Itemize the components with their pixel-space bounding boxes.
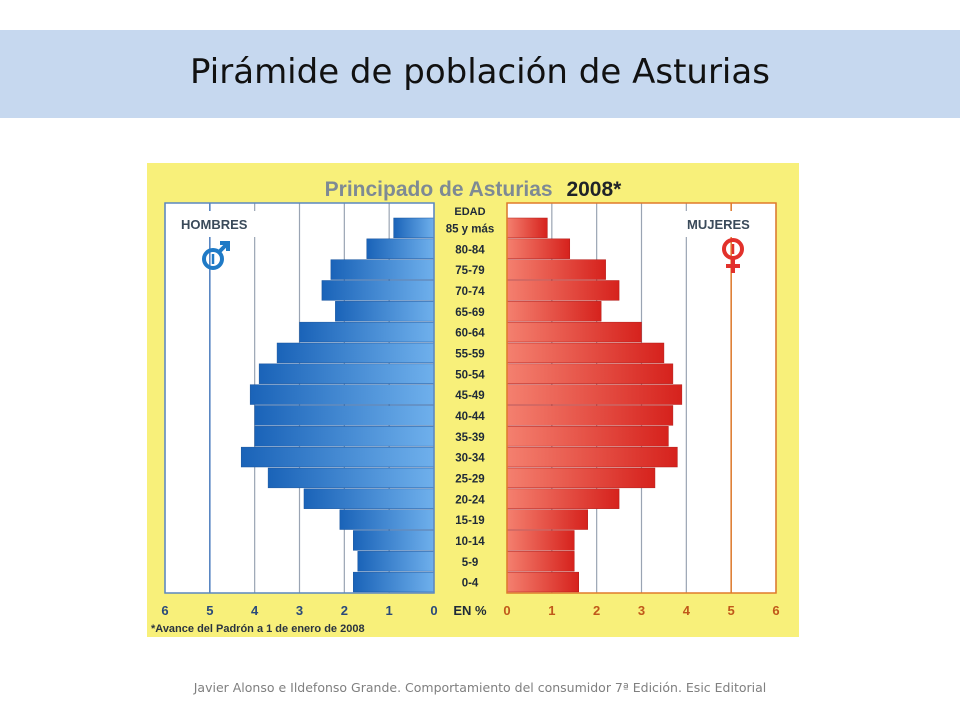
age-label: 25-29 <box>455 473 484 485</box>
chart-title: Principado de Asturias 2008* <box>325 178 623 201</box>
women-bar <box>506 405 674 426</box>
women-tick-label: 4 <box>683 603 691 618</box>
age-label: 0-4 <box>462 578 479 590</box>
unit-label: EN % <box>453 603 487 618</box>
age-axis-header: EDAD <box>454 206 485 218</box>
men-bar <box>276 342 435 364</box>
men-frame <box>164 202 435 594</box>
women-tick-label: 1 <box>548 603 555 618</box>
men-tick-label: 1 <box>386 603 393 618</box>
female-symbol-icon <box>722 238 744 273</box>
age-label: 10-14 <box>455 536 485 548</box>
chart-title-region: Principado de Asturias <box>325 178 553 201</box>
male-symbol-icon <box>202 241 230 270</box>
men-tick-label: 6 <box>161 603 168 618</box>
age-label: 55-59 <box>455 348 484 360</box>
women-tick-labels: 0 1 2 3 4 5 6 <box>503 603 779 618</box>
men-bar <box>258 363 435 384</box>
women-bar <box>506 488 620 509</box>
women-tick-label: 6 <box>772 603 779 618</box>
men-legend-label: HOMBRES <box>181 217 248 232</box>
age-labels: 85 y más 80-84 75-79 70-74 65-69 60-64 55-59 50… <box>446 223 495 589</box>
women-bar <box>506 384 683 405</box>
men-bar <box>357 551 435 572</box>
women-frame <box>506 202 777 594</box>
men-bar <box>240 446 435 468</box>
women-bar <box>506 301 602 322</box>
age-label: 40-44 <box>455 411 485 423</box>
women-tick-label: 3 <box>638 603 645 618</box>
men-tick-label: 3 <box>296 603 303 618</box>
men-bar <box>299 321 435 343</box>
pyramid-svg: HOMBRES MUJERES Principado de Asturias 2… <box>151 178 780 635</box>
women-legend-box <box>679 211 769 237</box>
men-bar <box>303 488 435 509</box>
women-tick-label: 2 <box>593 603 600 618</box>
men-bar <box>335 301 435 322</box>
age-label: 80-84 <box>455 244 485 256</box>
women-bar <box>506 426 669 447</box>
age-label: 65-69 <box>455 307 484 319</box>
slide-title: Pirámide de población de Asturias <box>190 52 770 92</box>
men-tick-label: 4 <box>251 603 259 618</box>
slide-footer: Javier Alonso e Ildefonso Grande. Compor… <box>193 680 767 695</box>
men-tick-labels: 6 5 4 3 2 1 0 <box>161 603 437 618</box>
men-bar <box>321 280 435 301</box>
men-bar <box>393 217 435 239</box>
age-label: 15-19 <box>455 515 484 527</box>
women-legend-label: MUJERES <box>687 217 750 232</box>
age-label: 45-49 <box>455 390 484 402</box>
women-bar <box>506 551 575 572</box>
women-bar <box>506 259 606 280</box>
women-bar <box>506 217 548 239</box>
women-bar <box>506 509 588 530</box>
men-bar <box>254 405 435 426</box>
women-bars <box>506 217 683 593</box>
women-tick-label: 0 <box>503 603 510 618</box>
women-bar <box>506 363 674 384</box>
women-bar <box>506 446 678 468</box>
women-bar <box>506 321 642 343</box>
age-label: 50-54 <box>455 369 485 381</box>
women-bar <box>506 467 656 489</box>
age-label: 35-39 <box>455 432 484 444</box>
women-bar <box>506 342 665 364</box>
men-tick-label: 5 <box>206 603 213 618</box>
age-label: 75-79 <box>455 265 484 277</box>
title-band <box>0 30 960 118</box>
women-tick-label: 5 <box>728 603 735 618</box>
men-bar <box>353 571 435 593</box>
men-bar <box>254 426 435 447</box>
age-label: 60-64 <box>455 328 485 340</box>
men-bar <box>339 509 435 530</box>
men-legend-box <box>173 211 269 237</box>
women-bar <box>506 571 579 593</box>
age-label: 70-74 <box>455 286 485 298</box>
women-bar <box>506 280 620 301</box>
age-label: 30-34 <box>455 453 485 465</box>
men-tick-label: 2 <box>341 603 348 618</box>
men-bar <box>366 238 435 259</box>
men-bar <box>330 259 435 280</box>
chart-title-year: 2008* <box>566 178 622 201</box>
women-bar <box>506 530 575 551</box>
women-bar <box>506 238 571 259</box>
age-label: 5-9 <box>462 557 479 569</box>
men-bar <box>249 384 435 405</box>
men-tick-label: 0 <box>430 603 437 618</box>
age-label: 20-24 <box>455 494 485 506</box>
source-note: *Avance del Padrón a 1 de enero de 2008 <box>151 623 365 635</box>
men-bar <box>353 530 435 551</box>
men-bar <box>267 467 435 489</box>
men-bars <box>240 217 435 593</box>
population-pyramid-chart: HOMBRES MUJERES Principado de Asturias 2… <box>147 163 799 637</box>
age-label: 85 y más <box>446 223 495 235</box>
